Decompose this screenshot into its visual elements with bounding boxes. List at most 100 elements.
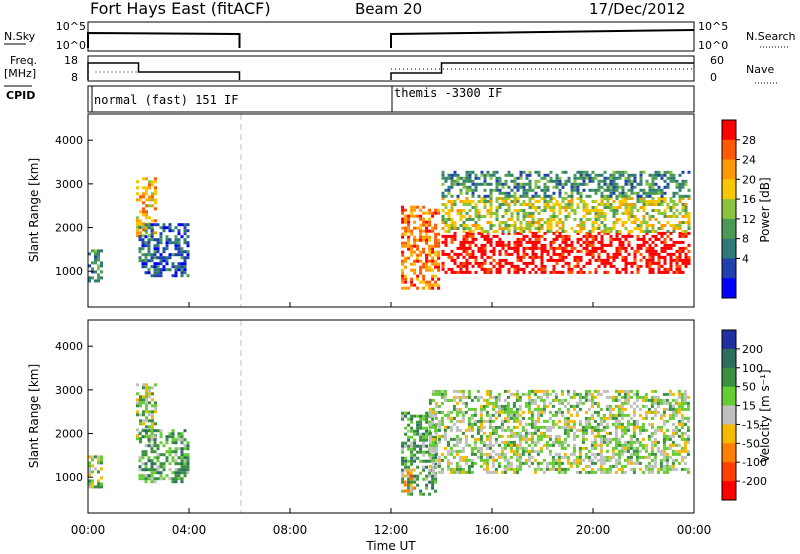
heatmap-cell <box>507 270 511 274</box>
heatmap-cell <box>515 431 519 435</box>
heatmap-cell <box>401 471 405 475</box>
heatmap-cell <box>434 401 438 405</box>
heatmap-cell <box>605 407 609 411</box>
heatmap-cell <box>177 468 181 472</box>
heatmap-cell <box>416 456 420 460</box>
heatmap-cell <box>608 470 612 474</box>
heatmap-cell <box>531 267 535 271</box>
heatmap-cell <box>491 461 495 465</box>
heatmap-cell <box>452 455 456 459</box>
heatmap-cell <box>632 407 636 411</box>
heatmap-cell <box>686 428 690 432</box>
heatmap-cell <box>419 229 423 233</box>
heatmap-cell <box>145 225 148 229</box>
heatmap-cell <box>650 410 654 414</box>
heatmap-cell <box>579 249 583 253</box>
heatmap-cell <box>602 425 606 429</box>
heatmap-cell <box>587 458 591 462</box>
heatmap-cell <box>413 271 417 275</box>
heatmap-cell <box>687 212 691 215</box>
heatmap-cell <box>540 227 544 230</box>
heatmap-cell <box>552 270 556 274</box>
heatmap-cell <box>410 456 414 460</box>
heatmap-cell <box>525 203 529 206</box>
heatmap-cell <box>431 262 435 266</box>
heatmap-cell <box>464 434 468 438</box>
heatmap-cell <box>428 220 432 224</box>
heatmap-cell <box>458 470 462 474</box>
heatmap-cell <box>516 267 520 271</box>
heatmap-cell <box>474 221 478 224</box>
heatmap-cell <box>630 270 634 274</box>
heatmap-cell <box>569 452 573 456</box>
heatmap-cell <box>654 237 658 241</box>
heatmap-cell <box>653 461 657 465</box>
heatmap-cell <box>425 417 429 421</box>
heatmap-cell <box>632 413 636 417</box>
heatmap-cell <box>666 230 670 233</box>
heatmap-cell <box>612 212 616 215</box>
heatmap-cell <box>428 283 432 287</box>
heatmap-cell <box>600 209 604 212</box>
heatmap-cell <box>447 234 451 238</box>
heatmap-cell <box>479 425 483 429</box>
heatmap-cell <box>668 446 672 450</box>
heatmap-cell <box>620 446 624 450</box>
heatmap-cell <box>462 234 466 238</box>
heatmap-cell <box>467 464 471 468</box>
heatmap-cell <box>516 227 520 230</box>
heatmap-cell <box>142 234 145 238</box>
heatmap-cell <box>504 227 508 230</box>
heatmap-cell <box>644 398 648 402</box>
heatmap-cell <box>407 226 411 230</box>
heatmap-cell <box>431 437 435 441</box>
heatmap-cell <box>425 259 429 263</box>
heatmap-cell <box>638 461 642 465</box>
heatmap-cell <box>564 197 568 200</box>
heatmap-cell <box>527 431 531 435</box>
heatmap-cell <box>151 195 154 199</box>
heatmap-cell <box>680 446 684 450</box>
heatmap-cell <box>584 389 588 393</box>
heatmap-cell <box>425 477 429 481</box>
heatmap-cell <box>644 467 648 471</box>
heatmap-cell <box>569 425 573 429</box>
heatmap-cell <box>537 237 541 241</box>
heatmap-cell <box>647 422 651 426</box>
heatmap-cell <box>141 259 145 263</box>
heatmap-cell <box>614 464 618 468</box>
heatmap-cell <box>555 252 559 256</box>
heatmap-cell <box>183 444 187 448</box>
heatmap-cell <box>683 422 687 426</box>
heatmap-cell <box>404 432 408 436</box>
heatmap-cell <box>136 413 139 417</box>
heatmap-cell <box>567 200 571 203</box>
heatmap-cell <box>434 471 438 475</box>
heatmap-cell <box>91 485 94 489</box>
heatmap-cell <box>648 182 652 186</box>
heatmap-cell <box>668 437 672 441</box>
heatmap-cell <box>563 422 567 426</box>
heatmap-cell <box>530 419 534 423</box>
heatmap-cell <box>480 227 484 230</box>
heatmap-cell <box>525 176 529 180</box>
heatmap-cell <box>501 221 505 224</box>
heatmap-cell <box>555 173 559 177</box>
heatmap-cell <box>171 241 175 245</box>
heatmap-cell <box>156 453 160 457</box>
heatmap-cell <box>404 459 408 463</box>
heatmap-cell <box>660 176 664 180</box>
colorbar-tick-label: 24 <box>742 154 756 167</box>
heatmap-cell <box>534 182 538 186</box>
heatmap-cell <box>440 434 444 438</box>
heatmap-cell <box>498 240 502 244</box>
heatmap-cell <box>528 200 532 203</box>
heatmap-cell <box>416 214 420 218</box>
heatmap-cell <box>145 425 148 429</box>
heatmap-cell <box>419 450 423 454</box>
heatmap-cell <box>552 240 556 244</box>
heatmap-cell <box>518 434 522 438</box>
heatmap-cell <box>527 443 531 447</box>
heatmap-cell <box>401 208 405 212</box>
heatmap-cell <box>509 440 513 444</box>
